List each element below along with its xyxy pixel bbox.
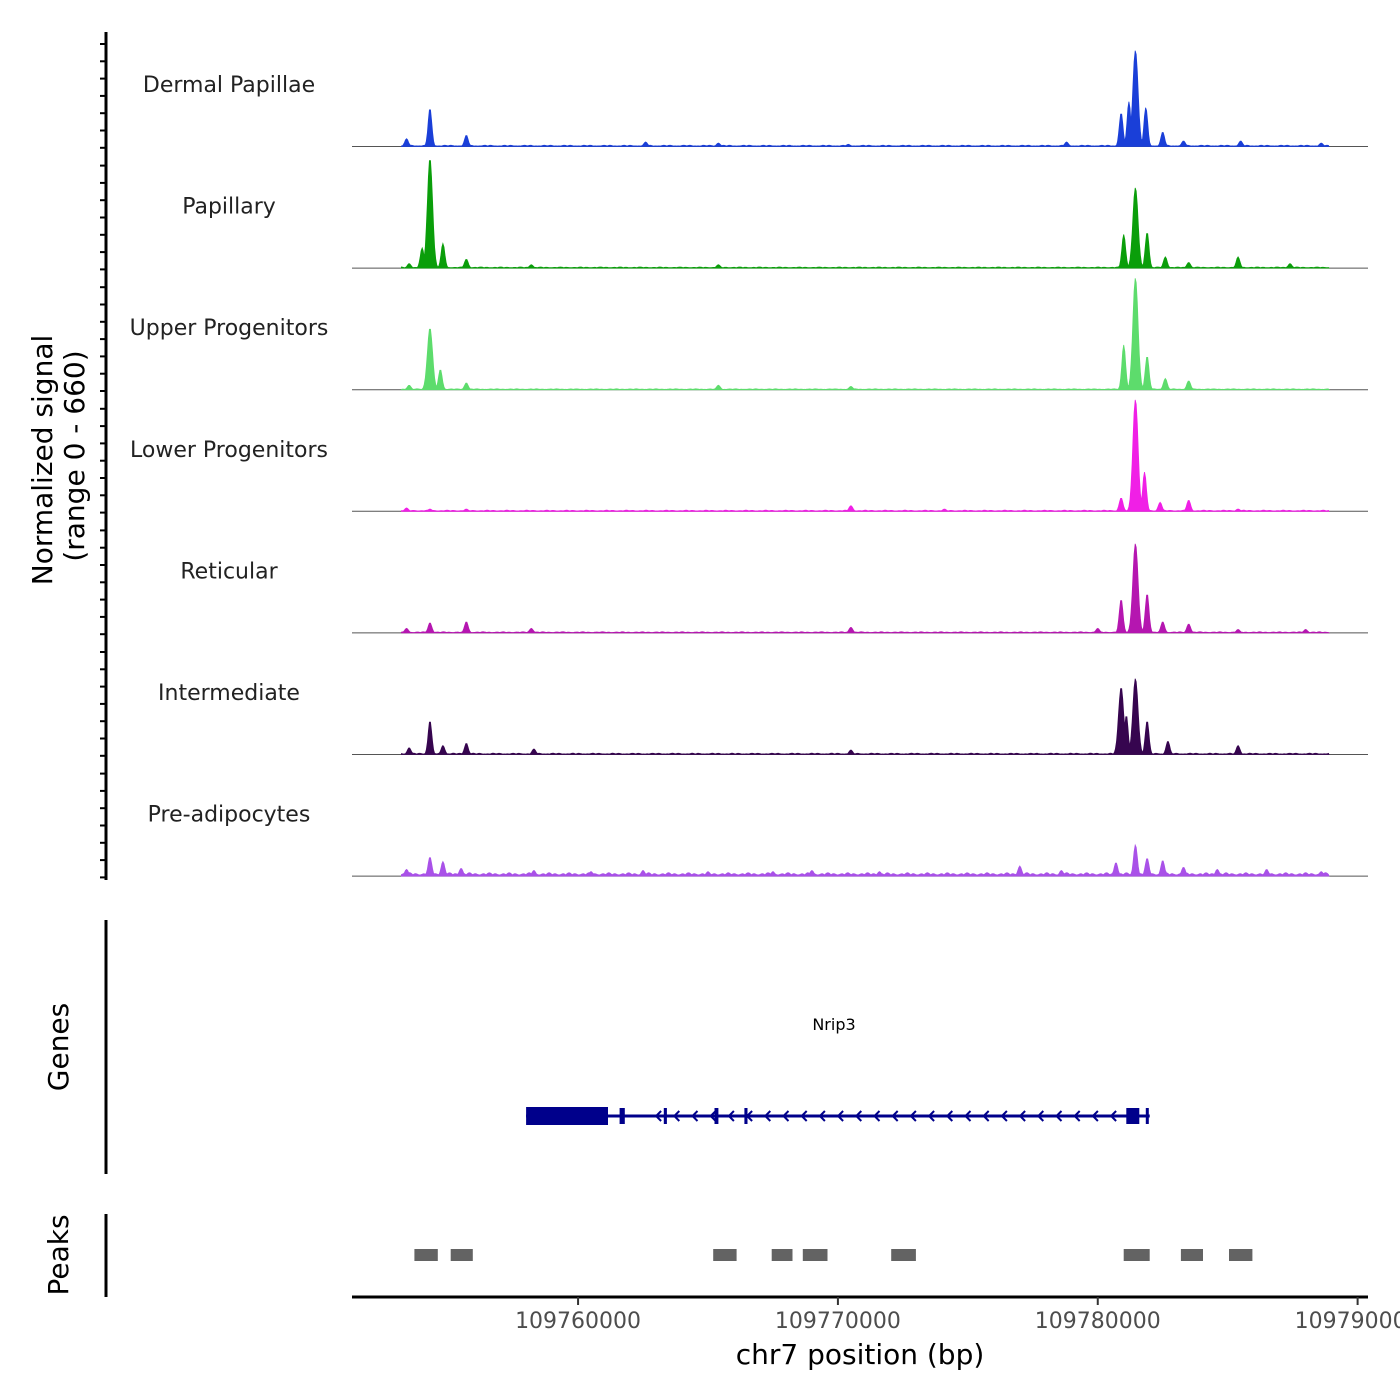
- gene-exon: [619, 1108, 625, 1124]
- peak-region: [771, 1249, 793, 1261]
- gene-name-label: Nrip3: [812, 1015, 855, 1034]
- track-pre-adipocytes: Pre-adipocytes: [148, 803, 1368, 877]
- track-label-pre-adipocytes: Pre-adipocytes: [148, 803, 311, 828]
- strand-arrow: [927, 1110, 935, 1122]
- strand-arrow: [691, 1110, 699, 1122]
- signal-area-reticular: [401, 543, 1331, 634]
- track-label-upper-progenitors: Upper Progenitors: [130, 316, 329, 341]
- strand-arrow: [1073, 1110, 1081, 1122]
- x-tick-label: 109760000: [515, 1309, 641, 1334]
- gene-exon: [526, 1107, 608, 1125]
- strand-arrow: [1109, 1110, 1117, 1122]
- strand-arrow: [672, 1110, 681, 1122]
- track-lower-progenitors: Lower Progenitors: [130, 399, 1368, 512]
- track-reticular: Reticular: [180, 543, 1368, 634]
- strand-arrow: [945, 1110, 954, 1122]
- peaks-panel: Peaks: [42, 1214, 1253, 1297]
- signal-panel: Dermal Papillae Papillary Upper Progenitor…: [26, 32, 1368, 880]
- gene-exon: [744, 1108, 748, 1124]
- peak-region: [414, 1249, 438, 1261]
- strand-arrow: [727, 1110, 735, 1122]
- strand-arrow: [964, 1110, 972, 1122]
- strand-arrow: [763, 1110, 772, 1122]
- gene-panel: Genes Nrip3: [42, 920, 1150, 1174]
- gene-exon: [663, 1108, 667, 1124]
- track-label-reticular: Reticular: [180, 559, 278, 584]
- signal-tracks: Dermal Papillae Papillary Upper Progenitor…: [130, 50, 1368, 877]
- peak-region: [802, 1249, 828, 1261]
- signal-y-axis-range: (range 0 - 660): [58, 350, 91, 561]
- signal-area-papillary: [401, 160, 1330, 269]
- peaks-axis-title: Peaks: [42, 1214, 75, 1295]
- signal-area-lower-progenitors: [401, 399, 1330, 512]
- strand-arrow: [1000, 1110, 1008, 1122]
- x-tick-label: 109780000: [1035, 1309, 1161, 1334]
- strand-arrow: [800, 1110, 808, 1122]
- signal-area-intermediate: [401, 678, 1330, 755]
- strand-arrow: [654, 1110, 662, 1122]
- peak-bars: [414, 1249, 1253, 1261]
- strand-arrow: [818, 1110, 826, 1122]
- strand-arrow: [891, 1110, 899, 1122]
- strand-arrow: [1055, 1110, 1063, 1122]
- x-axis-title: chr7 position (bp): [736, 1338, 985, 1371]
- peak-region: [713, 1249, 737, 1261]
- track-label-intermediate: Intermediate: [158, 681, 300, 706]
- signal-area-pre-adipocytes: [401, 843, 1330, 877]
- strand-arrow: [709, 1110, 717, 1122]
- signal-area-dermal-papillae: [401, 50, 1330, 147]
- track-label-papillary: Papillary: [182, 195, 276, 220]
- track-dermal-papillae: Dermal Papillae: [143, 50, 1368, 147]
- gene-exon: [714, 1108, 719, 1124]
- peak-region: [1229, 1249, 1253, 1261]
- track-label-dermal-papillae: Dermal Papillae: [143, 73, 315, 98]
- track-papillary: Papillary: [182, 160, 1368, 269]
- x-tick-label: 109790000: [1295, 1309, 1400, 1334]
- strand-arrow: [982, 1110, 990, 1122]
- signal-area-upper-progenitors: [401, 278, 1330, 391]
- genes-axis-title: Genes: [42, 1003, 75, 1091]
- strand-arrow: [836, 1110, 844, 1122]
- strand-arrow: [909, 1110, 917, 1122]
- gene-exon: [1126, 1108, 1140, 1124]
- x-axis: 109760000 109770000 109780000 109790000 chr…: [352, 1295, 1400, 1371]
- strand-arrow: [854, 1110, 863, 1122]
- x-tick-label: 109770000: [775, 1309, 901, 1334]
- x-ticks: 109760000 109770000 109780000 109790000: [515, 1297, 1400, 1334]
- peak-region: [891, 1249, 916, 1261]
- strand-arrow: [1091, 1110, 1099, 1122]
- signal-y-ticks: [100, 43, 106, 879]
- gene-exon: [1145, 1108, 1149, 1124]
- track-upper-progenitors: Upper Progenitors: [130, 278, 1368, 391]
- track-label-lower-progenitors: Lower Progenitors: [130, 438, 328, 463]
- strand-arrow: [873, 1110, 881, 1122]
- peak-region: [1180, 1249, 1203, 1261]
- gene-model: [526, 1107, 1150, 1125]
- track-intermediate: Intermediate: [158, 678, 1368, 755]
- peak-region: [1123, 1249, 1150, 1261]
- strand-arrow: [782, 1110, 790, 1122]
- strand-arrow: [1018, 1110, 1026, 1122]
- peak-region: [450, 1249, 473, 1261]
- strand-arrow: [1036, 1110, 1045, 1122]
- signal-y-axis-title: Normalized signal: [26, 335, 59, 586]
